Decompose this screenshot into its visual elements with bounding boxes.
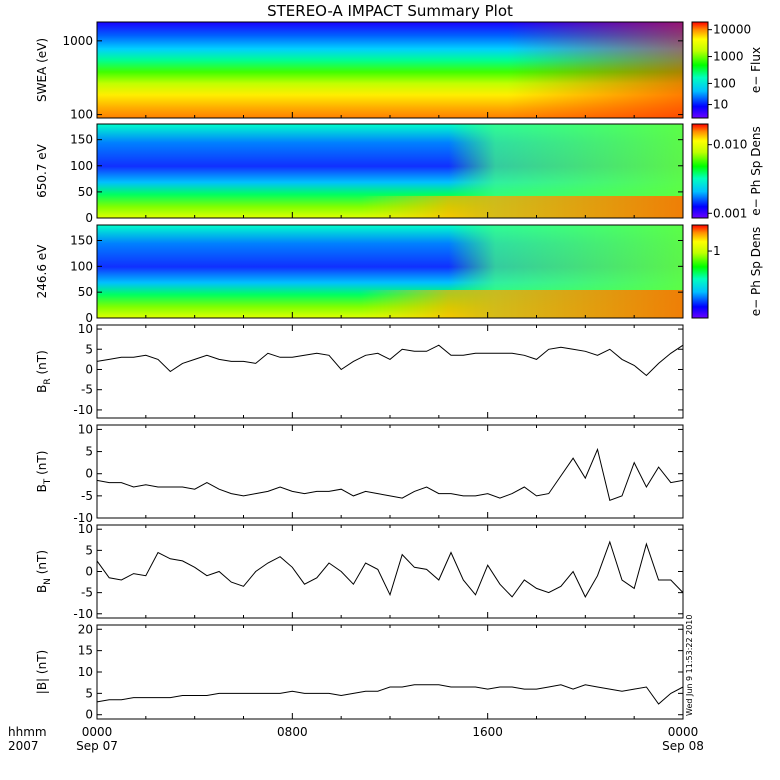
panel6-ytick-label: 15 bbox=[78, 644, 93, 658]
colorbar1-tick-label: 0.001 bbox=[713, 206, 747, 220]
panel1-ytick-label: 100 bbox=[70, 159, 93, 173]
colorbar0-tick-label: 10000 bbox=[713, 23, 751, 37]
swea-spectrogram-overlay bbox=[97, 22, 683, 118]
colorbar1-label: e− Ph Sp Dens bbox=[749, 126, 763, 215]
panel6-frame bbox=[96, 624, 684, 720]
panel5-ytick-label: -5 bbox=[81, 586, 93, 600]
pad-246-colorbar bbox=[691, 224, 709, 319]
colorbar0-label: e− Flux bbox=[749, 47, 763, 93]
panel5-ylabel-unit: (nT) bbox=[35, 550, 49, 578]
panel1-ytick-label: 0 bbox=[85, 211, 93, 225]
panel6-ytick-label: 5 bbox=[85, 686, 93, 700]
panel2-ytick-label: 50 bbox=[78, 285, 93, 299]
panel6-ylabel: |B| (nT) bbox=[35, 650, 49, 694]
panel2-ytick-label: 150 bbox=[70, 234, 93, 248]
panel5-ytick-label: 10 bbox=[78, 522, 93, 536]
panel3-ylabel-sub: R bbox=[43, 378, 53, 384]
panel3-ytick-label: -10 bbox=[73, 403, 93, 417]
panel6-series-line bbox=[96, 684, 684, 705]
panel2-ytick-label: 100 bbox=[70, 259, 93, 273]
panel3-ylabel: BR (nT) bbox=[35, 350, 53, 393]
x-tick-label: 0800 bbox=[277, 725, 308, 739]
panel4-ytick-label: -10 bbox=[73, 511, 93, 525]
panel1-ylabel: 650.7 eV bbox=[35, 143, 49, 198]
x-tick-label: 0000 bbox=[668, 725, 699, 739]
figure-title: STEREO-A IMPACT Summary Plot bbox=[267, 2, 513, 20]
pad-650-colorbar bbox=[691, 123, 709, 219]
colorbar0-tick-label: 1000 bbox=[713, 50, 744, 64]
panel0-ylabel: SWEA (eV) bbox=[35, 38, 49, 102]
swea-spectrogram-panel bbox=[96, 21, 684, 119]
panel3-ylabel-main: B bbox=[35, 385, 49, 393]
pad-246-bottom-band bbox=[97, 290, 683, 318]
x-tick-label: 1600 bbox=[472, 725, 503, 739]
panel5-ylabel-sub: N bbox=[43, 578, 53, 585]
panel2-ylabel: 246.6 eV bbox=[35, 244, 49, 299]
colorbar0-tick-label: 10 bbox=[713, 98, 728, 112]
panel4-ylabel-unit: (nT) bbox=[35, 451, 49, 479]
panel4-ylabel: BT (nT) bbox=[35, 451, 53, 493]
pad-246-panel bbox=[96, 224, 684, 319]
timestamp-label: Wed Jun 9 11:53:22 2010 bbox=[685, 615, 694, 717]
flux-colorbar bbox=[691, 21, 709, 119]
panel3-frame bbox=[96, 324, 684, 419]
panel5-ylabel-main: B bbox=[35, 585, 49, 593]
panel6-ytick-label: 10 bbox=[78, 665, 93, 679]
panel4-frame bbox=[96, 424, 684, 519]
panel1-ytick-label: 50 bbox=[78, 185, 93, 199]
colorbar2-tick-label: 1 bbox=[713, 244, 721, 258]
x-tick-label: 0000 bbox=[82, 725, 113, 739]
panel5-ytick-label: -10 bbox=[73, 607, 93, 621]
panel4-series-line bbox=[96, 447, 684, 501]
panel4-ytick-label: -5 bbox=[81, 489, 93, 503]
colorbar2-label: e− Ph Sp Dens bbox=[749, 227, 763, 316]
panel3-ytick-label: 10 bbox=[78, 322, 93, 336]
x-date-label: Sep 08 bbox=[662, 739, 704, 753]
x-corner-label-bottom: 2007 bbox=[8, 739, 39, 753]
colorbar1-tick-label: 0.010 bbox=[713, 138, 747, 152]
panel5-frame bbox=[96, 524, 684, 619]
panel5-ytick-label: 0 bbox=[85, 565, 93, 579]
panel4-ylabel-sub: T bbox=[43, 478, 53, 485]
panel3-ylabel-unit: (nT) bbox=[35, 350, 49, 378]
colorbar0-tick-label: 100 bbox=[713, 76, 736, 90]
panel5-ylabel: BN (nT) bbox=[35, 550, 53, 593]
panel3-ytick-label: -5 bbox=[81, 383, 93, 397]
panel3-ytick-label: 5 bbox=[85, 342, 93, 356]
panel4-ylabel-main: B bbox=[35, 484, 49, 492]
panel4-ytick-label: 10 bbox=[78, 422, 93, 436]
panel6-ytick-label: 20 bbox=[78, 622, 93, 636]
panel1-ytick-label: 150 bbox=[70, 133, 93, 147]
panel5-series-line bbox=[96, 540, 684, 598]
pad-650-bottom-band bbox=[97, 196, 683, 218]
panel0-ytick-label: 1000 bbox=[62, 34, 93, 48]
x-date-label: Sep 07 bbox=[76, 739, 118, 753]
panel4-ytick-label: 5 bbox=[85, 445, 93, 459]
panel3-ytick-label: 0 bbox=[85, 362, 93, 376]
panel2-ytick-label: 0 bbox=[85, 311, 93, 325]
panel6-ytick-label: 0 bbox=[85, 708, 93, 722]
pad-650-panel bbox=[96, 123, 684, 219]
panel4-ytick-label: 0 bbox=[85, 467, 93, 481]
x-corner-label-top: hhmm bbox=[8, 725, 47, 739]
panel5-ytick-label: 5 bbox=[85, 543, 93, 557]
panel0-ytick-label: 100 bbox=[70, 108, 93, 122]
panel3-series-line bbox=[96, 344, 684, 377]
